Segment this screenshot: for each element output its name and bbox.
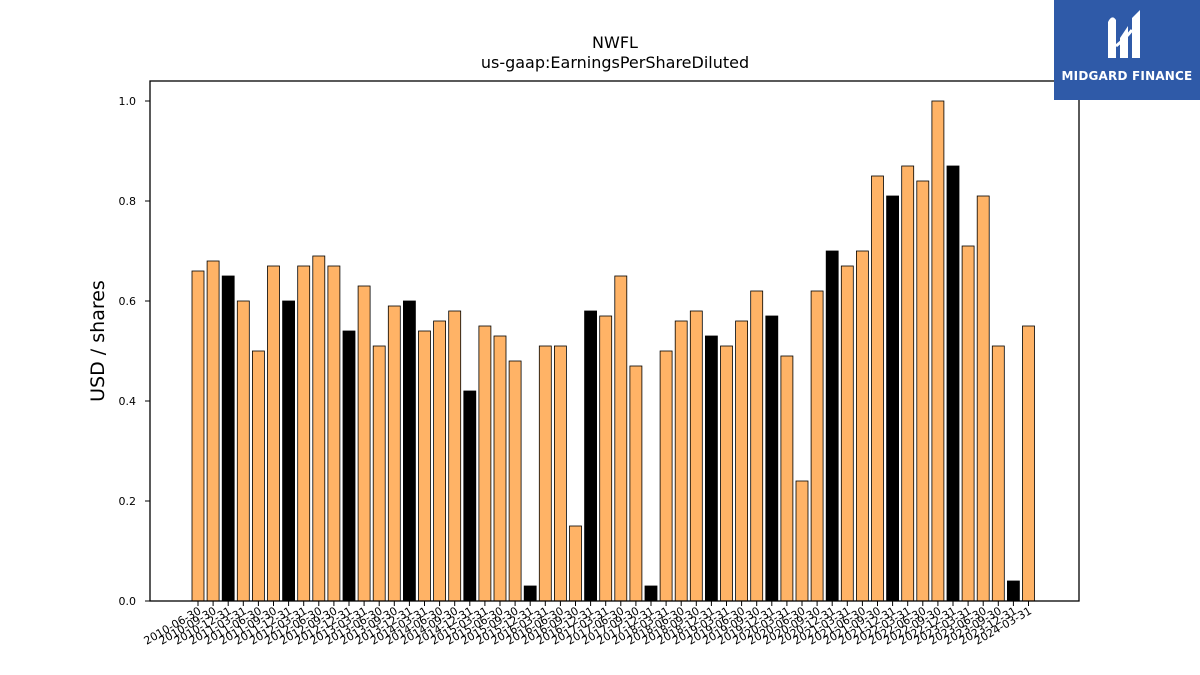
bar-2012-03-31 — [297, 265, 311, 602]
bar-2023-09-30 — [991, 345, 1005, 602]
bar-2020-06-30 — [795, 480, 809, 602]
bar-2011-09-30 — [267, 265, 280, 602]
bar-2019-06-30 — [735, 320, 748, 602]
bar-2021-03-31 — [840, 265, 854, 602]
bar-2017-12-31 — [644, 585, 658, 602]
bar-2016-03-31 — [538, 345, 552, 602]
y-axis: 0.0 0.2 0.4 0.6 0.8 1.0 — [119, 95, 150, 608]
bar-2010-09-30 — [206, 260, 220, 602]
bar-2018-09-30 — [689, 310, 703, 602]
bar-2020-03-31 — [780, 355, 794, 602]
logo-mark-icon — [1108, 10, 1140, 58]
bar-2012-12-31 — [342, 330, 356, 602]
chart-title: NWFL — [592, 33, 638, 52]
bar-2016-12-31 — [584, 310, 597, 602]
x-axis: 2010-06-302010-09-302010-12-312011-03-31… — [142, 601, 1034, 648]
logo-text: MIDGARD FINANCE — [1061, 69, 1193, 83]
y-axis-label: USD / shares — [87, 280, 109, 402]
bar-2021-09-30 — [871, 175, 884, 602]
plot-frame — [149, 80, 1080, 602]
y-tick-label: 1.0 — [119, 95, 137, 108]
y-tick-label: 0.6 — [119, 295, 137, 308]
bar-2022-12-31 — [946, 165, 960, 602]
bar-2017-09-30 — [629, 365, 643, 602]
bar-2018-06-30 — [674, 320, 688, 602]
bar-2013-03-31 — [357, 285, 371, 602]
bar-2017-03-31 — [599, 315, 613, 602]
bar-2019-12-31 — [765, 315, 779, 602]
bars-group — [191, 100, 1035, 602]
chart-subtitle: us-gaap:EarningsPerShareDiluted — [481, 53, 749, 72]
bar-2018-12-31 — [705, 335, 718, 602]
bar-2021-06-30 — [856, 250, 869, 602]
brand-logo: MIDGARD FINANCE — [1054, 0, 1200, 100]
bar-2015-03-31 — [478, 325, 492, 602]
bar-2014-06-30 — [433, 320, 447, 602]
bar-2019-03-31 — [720, 345, 733, 602]
bar-2014-09-30 — [448, 310, 462, 602]
bar-2021-12-31 — [886, 195, 899, 602]
bar-2015-06-30 — [493, 335, 507, 602]
bar-2016-06-30 — [554, 345, 567, 602]
bar-2011-03-31 — [236, 300, 250, 602]
bar-2018-03-31 — [659, 350, 673, 602]
y-tick-label: 0.8 — [119, 195, 137, 208]
bar-2023-03-31 — [961, 245, 975, 602]
bar-2022-09-30 — [931, 100, 945, 602]
bar-2012-06-30 — [312, 255, 326, 602]
y-tick-label: 0.0 — [119, 595, 137, 608]
bar-2020-12-31 — [825, 250, 839, 602]
bar-2020-09-30 — [810, 290, 824, 602]
bar-2022-03-31 — [901, 165, 915, 602]
bar-2015-12-31 — [523, 585, 537, 602]
y-tick-label: 0.2 — [119, 495, 137, 508]
bar-2012-09-30 — [327, 265, 341, 602]
bar-2023-06-30 — [976, 195, 990, 602]
bar-2011-12-31 — [282, 300, 296, 602]
bar-2017-06-30 — [614, 275, 628, 602]
bar-2024-03-31 — [1022, 325, 1035, 602]
y-tick-label: 0.4 — [119, 395, 137, 408]
bar-2011-06-30 — [251, 350, 265, 602]
bar-2013-06-30 — [372, 345, 386, 602]
bar-2023-12-31 — [1007, 580, 1020, 602]
bar-2010-12-31 — [221, 275, 235, 602]
bar-2013-09-30 — [387, 305, 401, 602]
bar-2013-12-31 — [402, 300, 416, 602]
bar-2010-06-30 — [191, 270, 205, 602]
bar-2022-06-30 — [916, 180, 930, 602]
bar-2015-09-30 — [508, 360, 522, 602]
bar-2019-09-30 — [750, 290, 764, 602]
bar-2014-03-31 — [418, 330, 431, 602]
bar-2014-12-31 — [463, 390, 477, 602]
bar-2016-09-30 — [569, 525, 582, 602]
